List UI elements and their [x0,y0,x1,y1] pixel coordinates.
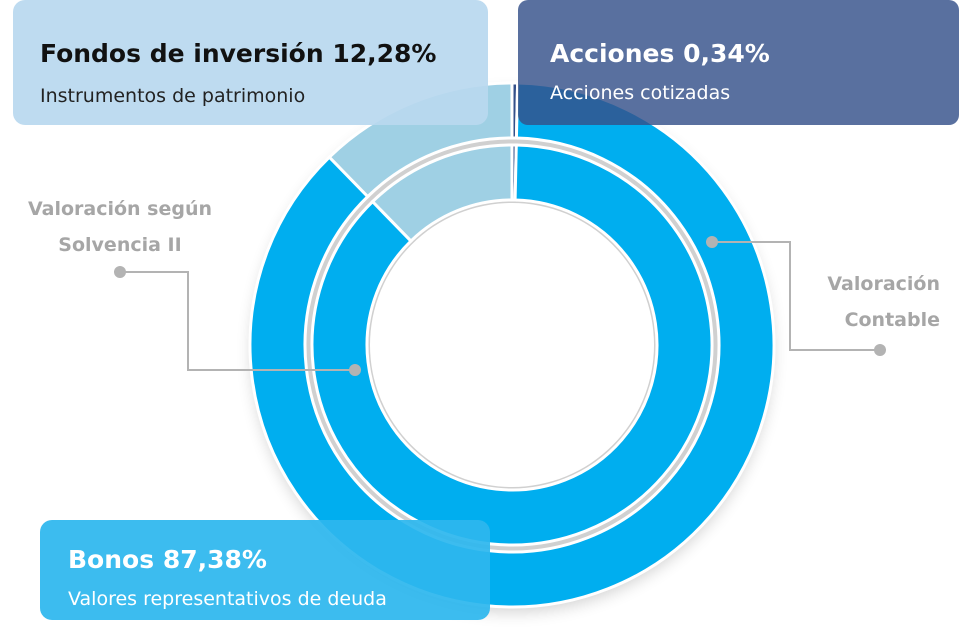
leader-dot [706,236,718,248]
value-label: 87,38% [163,545,267,574]
legend-title: Bonos 87,38% [68,545,267,574]
leader-dot [349,364,361,376]
legend-box [518,0,959,125]
ring-label: Valoración Contable [827,273,940,331]
legend-name: Bonos [68,545,154,574]
legend-name: Fondos de inversión [40,39,324,68]
donut-segment [248,81,776,609]
leader-dot [114,266,126,278]
legend-box [40,520,490,620]
legend-description: Acciones cotizadas [550,82,730,104]
legend-box [13,0,488,125]
value-label: 12,28% [332,39,436,68]
legend-title: Fondos de inversión 12,28% [40,39,436,68]
ring-label: Valoración según Solvencia II [28,198,212,256]
legend-title: Acciones 0,34% [550,39,770,68]
leader-dot [874,344,886,356]
hole [370,203,654,487]
leader-line [120,271,355,371]
legend-description: Instrumentos de patrimonio [40,85,305,107]
legend-name: Acciones [550,39,674,68]
leader-line [712,241,880,351]
legend-description: Valores representativos de deuda [68,588,387,610]
donut-segment [310,143,714,547]
value-label: 0,34% [683,39,770,68]
